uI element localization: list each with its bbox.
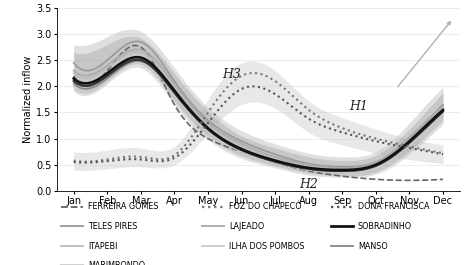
Y-axis label: Normalized inflow: Normalized inflow [23,56,33,143]
Text: LAJEADO: LAJEADO [229,222,264,231]
Text: DONA FRANCISCA: DONA FRANCISCA [358,202,429,211]
Text: MARIMBONDO: MARIMBONDO [88,261,145,265]
Text: H3: H3 [222,68,241,81]
Text: FOZ DO CHAPECÓ: FOZ DO CHAPECÓ [229,202,301,211]
Text: H1: H1 [350,100,368,113]
Text: H2: H2 [299,178,318,191]
Text: FERREIRA GOMES: FERREIRA GOMES [88,202,158,211]
Text: TELES PIRES: TELES PIRES [88,222,137,231]
Text: SOBRADINHO: SOBRADINHO [358,222,412,231]
Text: ILHA DOS POMBOS: ILHA DOS POMBOS [229,241,304,250]
Text: ITAPEBI: ITAPEBI [88,241,117,250]
Text: MANSO: MANSO [358,241,388,250]
